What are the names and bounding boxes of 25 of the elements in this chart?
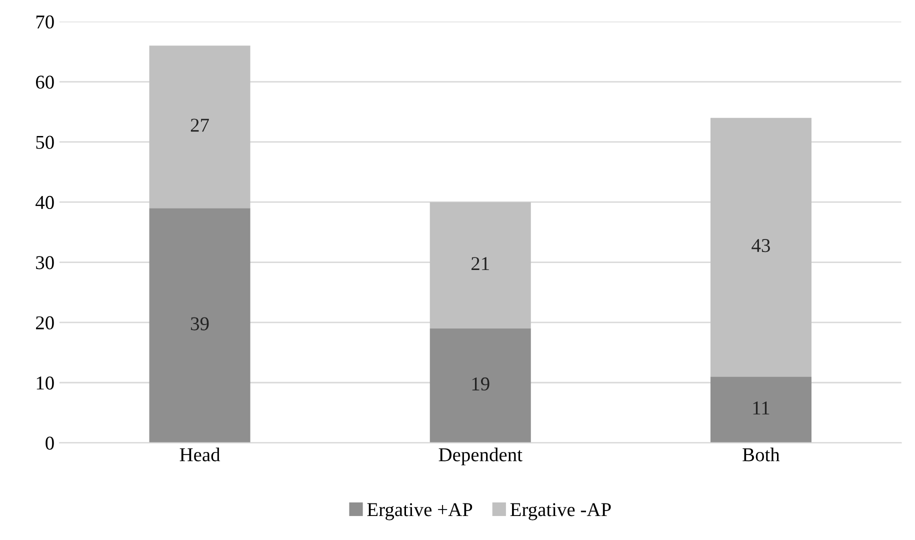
y-tick-label: 30: [36, 256, 54, 270]
x-tick-label: Dependent: [438, 448, 522, 466]
x-tick-label: Both: [742, 448, 780, 462]
bar: [430, 328, 531, 443]
y-tick-label: 0: [46, 436, 54, 450]
y-tick-label: 60: [36, 76, 54, 89]
data-label: 21: [472, 257, 489, 270]
data-label: 43: [752, 239, 770, 252]
y-tick-label: 10: [36, 376, 54, 390]
data-label: 19: [472, 377, 490, 391]
x-tick-label: Head: [180, 448, 220, 462]
bar: [710, 376, 812, 443]
bar: [149, 46, 250, 208]
data-label: 39: [190, 317, 209, 330]
legend-label: Ergative -AP: [510, 503, 611, 520]
y-tick-label: 20: [36, 316, 54, 330]
y-tick-label: 50: [36, 136, 54, 149]
y-tick-label: 40: [36, 196, 54, 210]
bar: [710, 118, 812, 377]
bar: [430, 202, 531, 328]
data-label: 11: [753, 402, 770, 414]
data-label: 27: [190, 118, 209, 132]
y-tick-label: 70: [36, 15, 54, 29]
bar: [149, 208, 250, 443]
legend-label: Ergative +AP: [367, 503, 472, 520]
